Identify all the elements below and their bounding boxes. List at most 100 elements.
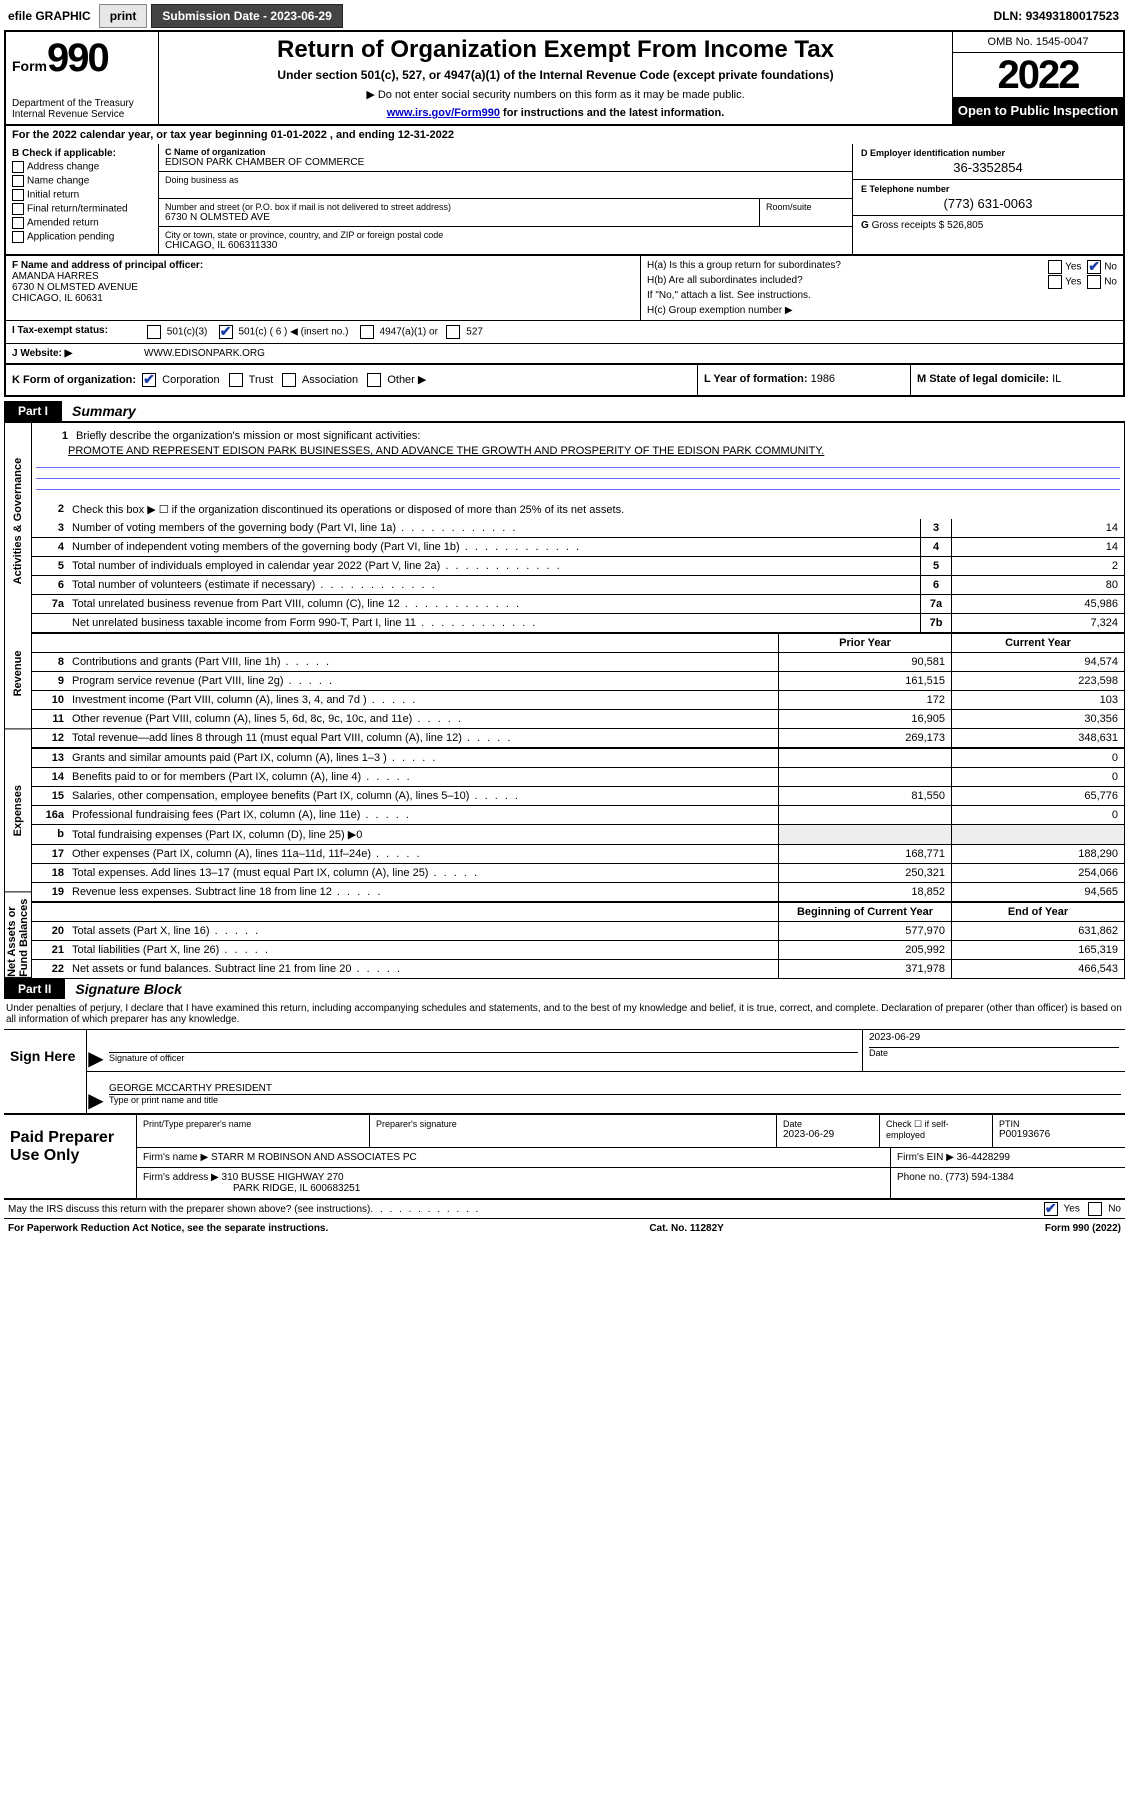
form-number: 990 [47,36,108,80]
paid-preparer-block: Paid Preparer Use Only Print/Type prepar… [4,1115,1125,1200]
summary-grid: Activities & Governance Revenue Expenses… [4,421,1125,979]
line-text: Revenue less expenses. Subtract line 18 … [68,883,778,901]
dept-irs: Internal Revenue Service [12,109,152,120]
summary-line: 15Salaries, other compensation, employee… [32,787,1124,806]
vlabel-rev: Revenue [5,618,31,729]
prep-print-label: Print/Type preparer's name [143,1119,363,1129]
line-a: For the 2022 calendar year, or tax year … [4,126,1125,144]
part1-title: Summary [72,403,136,419]
line-current: 188,290 [951,845,1124,863]
line-prior: 172 [778,691,951,709]
line-prior [778,825,951,844]
chk-corp[interactable] [142,373,156,387]
k-o4: Other ▶ [387,374,426,386]
line-prior: 577,970 [778,922,951,940]
tax-year: 2022 [953,53,1123,97]
chk-501c3[interactable] [147,325,161,339]
line-current: 0 [951,749,1124,767]
part2-header: Part II Signature Block [4,979,1125,999]
line-current: 94,574 [951,653,1124,671]
line-num: 12 [32,729,68,747]
c-name-label: C Name of organization [165,147,846,157]
chk-other[interactable] [367,373,381,387]
firm-addr2: PARK RIDGE, IL 600683251 [143,1183,884,1194]
form-footer: Form 990 (2022) [1045,1223,1121,1234]
officer-addr2: CHICAGO, IL 60631 [12,293,634,304]
firm-phone: (773) 594-1384 [945,1172,1013,1183]
prep-ptin-val: P00193676 [999,1129,1119,1140]
line-num: 8 [32,653,68,671]
l1-num: 1 [36,427,72,445]
print-button[interactable]: print [99,4,148,28]
paperwork-row: For Paperwork Reduction Act Notice, see … [4,1218,1125,1238]
form-subtitle-3: ▶ Go to www.irs.gov/Form990 for instruct… [167,107,944,119]
hb-no-box[interactable] [1087,275,1101,289]
line-current: 223,598 [951,672,1124,690]
paid-preparer-label: Paid Preparer Use Only [4,1115,136,1198]
firm-addr-label: Firm's address ▶ [143,1172,219,1183]
chk-trust[interactable] [229,373,243,387]
line-current: 0 [951,768,1124,786]
line-text: Total number of volunteers (estimate if … [68,576,920,594]
ha-no-box[interactable] [1087,260,1101,274]
line-current: 165,319 [951,941,1124,959]
officer-name-title: GEORGE MCCARTHY PRESIDENT [109,1083,272,1094]
form990-link[interactable]: www.irs.gov/Form990 [387,107,500,119]
line-text: Total liabilities (Part X, line 26) [68,941,778,959]
line-box: 5 [920,557,951,575]
line-num: 18 [32,864,68,882]
summary-line: bTotal fundraising expenses (Part IX, co… [32,825,1124,845]
line-prior [778,768,951,786]
dln-box: DLN: 93493180017523 [988,5,1125,27]
officer-addr1: 6730 N OLMSTED AVENUE [12,282,634,293]
chk-assoc[interactable] [282,373,296,387]
summary-line: 8Contributions and grants (Part VIII, li… [32,653,1124,672]
discuss-no-box[interactable] [1088,1202,1102,1216]
part2-title: Signature Block [75,981,182,997]
sig-date-cap: Date [869,1048,1119,1058]
open-public-badge: Open to Public Inspection [953,97,1123,124]
line-current: 103 [951,691,1124,709]
hb-note: If "No," attach a list. See instructions… [647,290,1117,301]
top-bar: efile GRAPHIC print Submission Date - 20… [4,4,1125,28]
ha-yes-box[interactable] [1048,260,1062,274]
line-val: 14 [951,519,1124,537]
chk-501c[interactable] [219,325,233,339]
chk-initial-return[interactable] [12,189,24,201]
summary-line: 20Total assets (Part X, line 16)577,9706… [32,922,1124,941]
line-num: 13 [32,749,68,767]
discuss-yes-box[interactable] [1044,1202,1058,1216]
summary-line: 22Net assets or fund balances. Subtract … [32,960,1124,978]
chk-app-pending[interactable] [12,231,24,243]
chk-name-change[interactable] [12,175,24,187]
form-subtitle-1: Under section 501(c), 527, or 4947(a)(1)… [167,68,944,82]
line-num: 19 [32,883,68,901]
line-num: 2 [32,500,68,519]
line-box: 7a [920,595,951,613]
summary-line: 2Check this box ▶ ☐ if the organization … [32,500,1124,519]
submission-date-label: Submission Date - [162,9,267,23]
sig-prelude: Under penalties of perjury, I declare th… [4,999,1125,1029]
line-prior [778,749,951,767]
f-label: F Name and address of principal officer: [12,260,634,271]
chk-address-change[interactable] [12,161,24,173]
chk-527[interactable] [446,325,460,339]
part1-tab: Part I [4,401,62,421]
i-opts: 501(c)(3) 501(c) ( 6 ) ◀ (insert no.) 49… [138,321,1123,343]
b-opt-5: Application pending [27,232,114,243]
omb-number: OMB No. 1545-0047 [953,32,1123,53]
hb-yes-box[interactable] [1048,275,1062,289]
section-bcde: B Check if applicable: Address change Na… [4,144,1125,256]
discuss-no-label: No [1108,1204,1121,1215]
chk-final-return[interactable] [12,203,24,215]
hdr-boy: Beginning of Current Year [778,903,951,921]
line-num: 20 [32,922,68,940]
summary-body: 1 Briefly describe the organization's mi… [32,423,1124,978]
chk-amended-return[interactable] [12,217,24,229]
summary-line: 6Total number of volunteers (estimate if… [32,576,1124,595]
mission-text: PROMOTE AND REPRESENT EDISON PARK BUSINE… [68,445,824,457]
k-o2: Trust [249,374,274,386]
part2-tab: Part II [4,979,65,999]
chk-4947[interactable] [360,325,374,339]
sig-name-cap: Type or print name and title [109,1095,1121,1105]
